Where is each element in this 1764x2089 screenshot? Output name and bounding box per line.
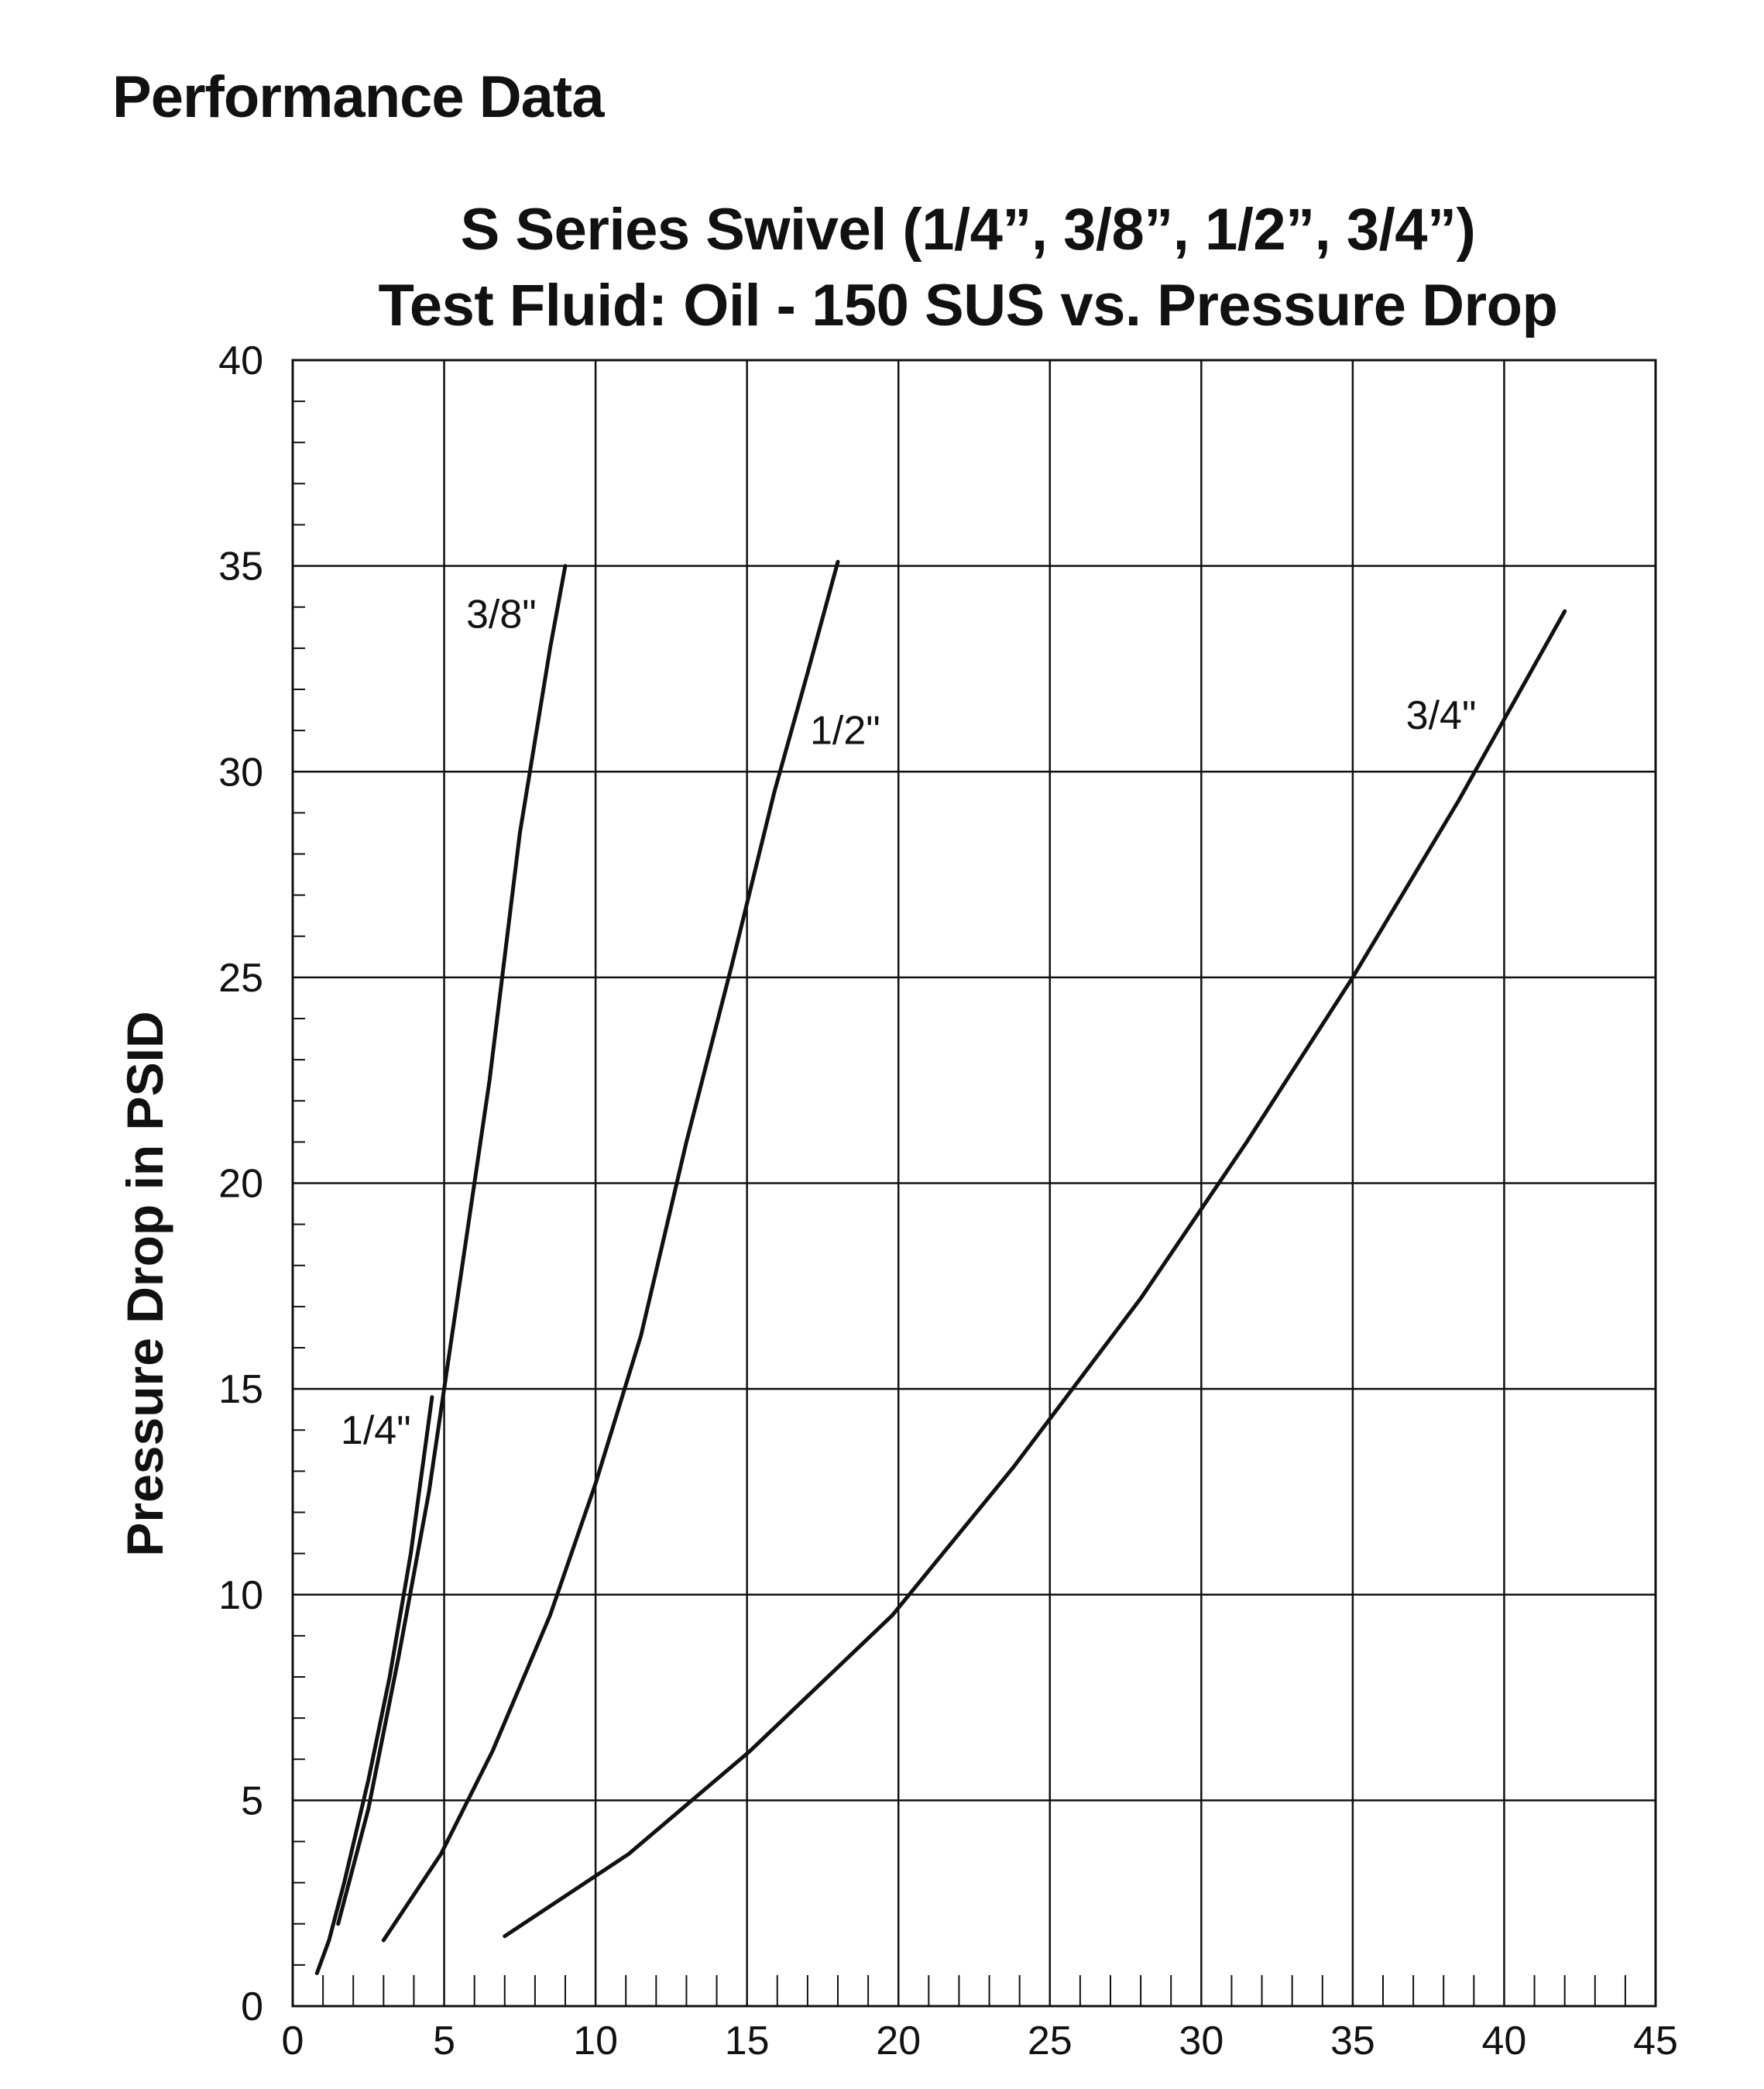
series-label: 1/4" [341,1408,411,1453]
chart-title-line-2: Test Fluid: Oil - 150 SUS vs. Pressure D… [378,273,1558,338]
chart-title-line-1: S Series Swivel (1/4”, 3/8”, 1/2”, 3/4”) [460,197,1476,263]
y-tick-label: 15 [218,1367,263,1412]
x-tick-label: 20 [876,2019,921,2063]
axis-tick-labels: 0 5 10 15 20 25 30 35 40 45 0 5 10 15 20 25 30 35 40 [218,338,1678,2063]
chart-title: S Series Swivel (1/4”, 3/8”, 1/2”, 3/4”)… [232,192,1704,344]
y-tick-label: 30 [218,750,263,795]
y-tick-label: 20 [218,1162,263,1207]
y-tick-label: 0 [241,1984,263,2029]
grid-lines [293,360,1656,2006]
y-tick-label: 40 [218,338,263,383]
x-tick-label: 5 [433,2019,455,2063]
plot-frame [291,359,1657,2008]
x-tick-label: 10 [573,2019,618,2063]
page-heading: Performance Data [112,64,604,130]
y-tick-label: 5 [241,1778,263,1823]
x-tick-label: 30 [1179,2019,1223,2063]
x-tick-label: 40 [1482,2019,1527,2063]
series-label: 3/8" [466,593,537,637]
x-tick-label: 15 [725,2019,770,2063]
x-tick-label: 0 [282,2019,304,2063]
series-line [314,1395,434,1975]
y-axis-label: Pressure Drop in PSID [116,1011,173,1556]
series-label: 1/2" [810,708,880,753]
series-label: 3/4" [1406,693,1477,738]
x-tick-label: 45 [1633,2019,1678,2063]
x-tick-label: 35 [1330,2019,1375,2063]
y-tick-label: 35 [218,545,263,589]
y-tick-label: 10 [218,1573,263,1618]
series-line [336,564,568,1926]
series-line [381,559,840,1943]
series-lines: 1/4" 3/8" 1/2" 3/4" [314,559,1567,1975]
axis-ticks [293,400,1626,2006]
y-tick-label: 25 [218,956,263,1001]
series-line [503,609,1567,1939]
x-tick-label: 25 [1028,2019,1072,2063]
